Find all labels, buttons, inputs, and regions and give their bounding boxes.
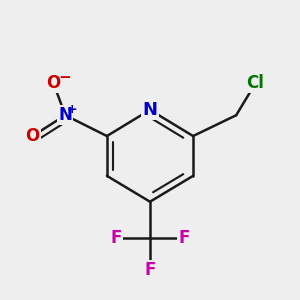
Text: N: N bbox=[142, 101, 158, 119]
Text: O: O bbox=[26, 127, 40, 145]
Text: O: O bbox=[46, 74, 61, 92]
Text: F: F bbox=[178, 229, 190, 247]
Text: Cl: Cl bbox=[247, 74, 265, 92]
Text: F: F bbox=[144, 261, 156, 279]
Text: N: N bbox=[58, 106, 72, 124]
Text: +: + bbox=[67, 103, 77, 116]
Text: F: F bbox=[110, 229, 122, 247]
Text: −: − bbox=[58, 70, 71, 85]
